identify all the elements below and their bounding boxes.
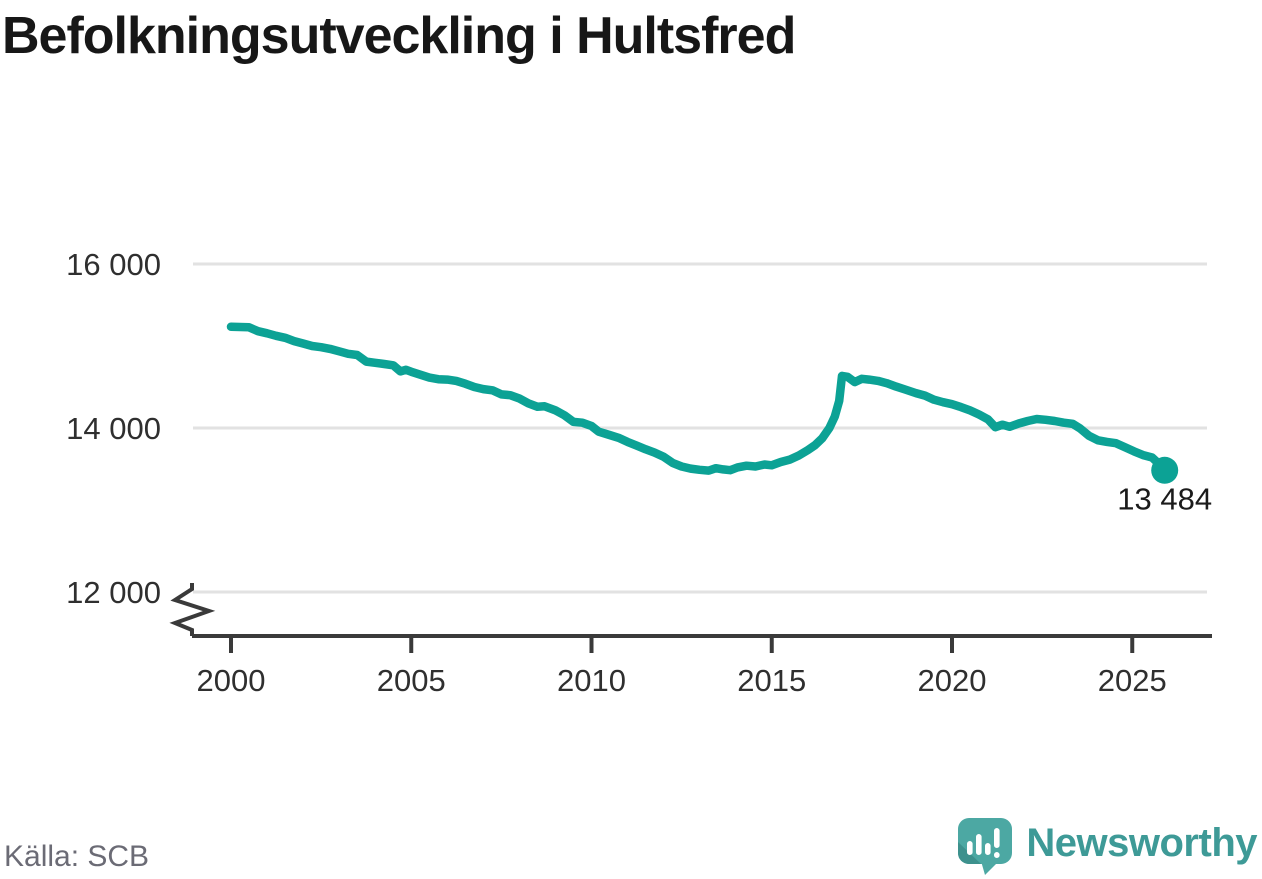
x-tick-label: 2020 [918,663,987,698]
x-tick-label: 2015 [737,663,806,698]
speech-bubble-tail [981,861,1000,875]
x-tick-label: 2010 [557,663,626,698]
brand-name: Newsworthy [1026,821,1257,865]
exclamation-dot-icon [994,852,1000,858]
x-tick-label: 2025 [1098,663,1167,698]
axis-break-icon [169,583,216,636]
source-label: Källa: SCB [4,840,150,873]
y-tick-label: 16 000 [66,247,161,282]
y-tick-label: 14 000 [66,411,161,446]
bar-icon-1 [967,841,973,855]
bar-icon-3 [985,843,991,855]
y-tick-label: 12 000 [66,575,161,610]
chart-title: Befolkningsutveckling i Hultsfred [2,7,796,65]
end-point-marker [1151,456,1179,484]
end-value-label: 13 484 [1117,481,1212,516]
x-tick-label: 2000 [197,663,266,698]
population-line [226,322,1169,475]
bar-icon-2 [976,834,982,855]
newsworthy-logo: Newsworthy [957,817,1257,875]
population-line-chart: 16 000 14 000 12 000 2000 2005 2010 2015 2020 20… [66,247,1212,698]
newsworthy-logo-icon [958,818,1013,875]
x-tick-label: 2005 [377,663,446,698]
exclamation-bar-icon [994,828,1000,848]
